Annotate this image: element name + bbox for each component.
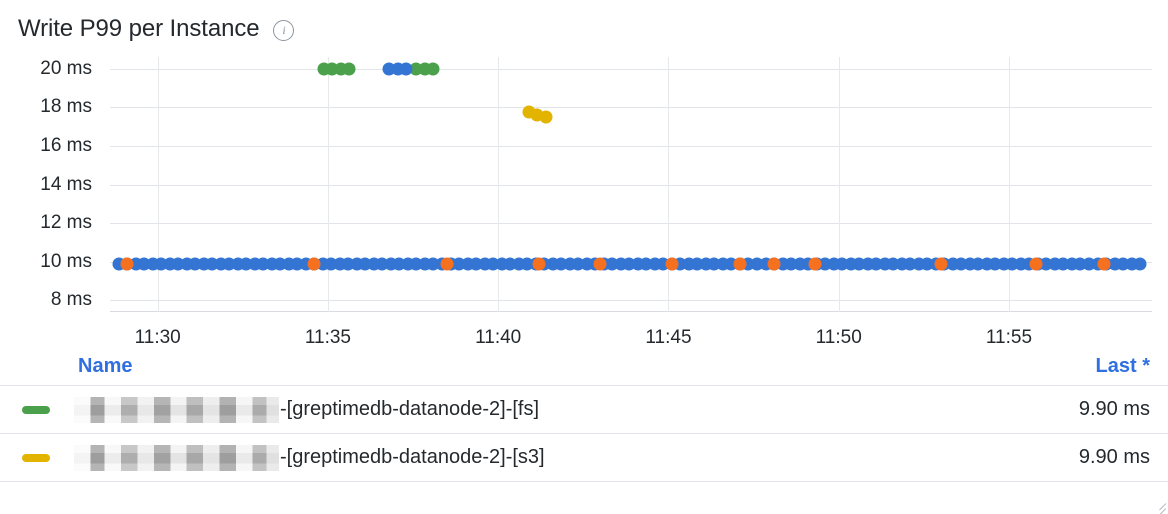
legend-column-last[interactable]: Last * [1095, 355, 1150, 377]
data-point[interactable] [440, 257, 454, 271]
data-point[interactable] [426, 62, 440, 76]
legend-column-name[interactable]: Name [78, 355, 133, 377]
series-label-text: -[greptimedb-datanode-2]-[s3] [280, 446, 545, 468]
gridline-horizontal [110, 223, 1152, 225]
page-title: Write P99 per Instance [18, 15, 260, 42]
x-axis-tick-label: 11:35 [304, 327, 351, 348]
x-axis-line [110, 311, 1152, 312]
gridline-horizontal [110, 145, 1152, 147]
x-axis-tick-label: 11:55 [985, 327, 1033, 348]
y-axis-tick-label: 10 ms [40, 250, 92, 272]
data-point[interactable] [1133, 257, 1147, 271]
x-axis-labels: 11:30 11:35 11:40 11:45 11:50 11:55 [110, 327, 1152, 355]
data-point[interactable] [665, 257, 679, 271]
series-name[interactable]: -[greptimedb-datanode-2]-[fs] [74, 396, 540, 423]
series-color-marker[interactable] [22, 453, 50, 462]
data-point[interactable] [399, 62, 413, 76]
gridline-horizontal [110, 107, 1152, 109]
redacted-text-block [74, 444, 279, 471]
x-axis-tick-label: 11:30 [134, 327, 181, 348]
panel-header: Write P99 per Instance i [0, 0, 1168, 42]
gridline-vertical [327, 57, 329, 312]
series-color-marker[interactable] [22, 405, 50, 414]
x-axis-tick-label: 11:40 [475, 327, 522, 348]
legend-row[interactable]: -[greptimedb-datanode-2]-[s3] 9.90 ms [0, 434, 1168, 482]
gridline-vertical [157, 57, 159, 312]
redacted-text-block [74, 396, 279, 423]
legend-row[interactable]: -[greptimedb-datanode-2]-[fs] 9.90 ms [0, 386, 1168, 434]
gridline-vertical [498, 57, 500, 312]
data-point[interactable] [307, 257, 321, 271]
gridline-horizontal [110, 68, 1152, 70]
legend-header-row: Name Last * [0, 348, 1168, 386]
y-axis-tick-label: 14 ms [40, 173, 92, 195]
data-point[interactable] [120, 257, 134, 271]
x-axis-tick-label: 11:50 [815, 327, 862, 348]
y-axis-tick-label: 16 ms [40, 134, 92, 156]
plot-area[interactable]: 20 ms 18 ms 16 ms 14 ms 12 ms 10 ms 8 ms 11:30… [0, 42, 1168, 348]
gridline-horizontal [110, 300, 1152, 302]
y-axis-labels: 20 ms 18 ms 16 ms 14 ms 12 ms 10 ms 8 ms [0, 57, 100, 312]
data-point[interactable] [539, 110, 553, 124]
data-point[interactable] [767, 257, 781, 271]
data-point[interactable] [1029, 257, 1043, 271]
data-point[interactable] [733, 257, 747, 271]
y-axis-tick-label: 20 ms [40, 57, 92, 79]
x-axis-tick-label: 11:45 [645, 327, 692, 348]
data-point[interactable] [934, 257, 948, 271]
gridline-vertical [838, 57, 840, 312]
data-point[interactable] [593, 257, 607, 271]
gridline-vertical [1008, 57, 1010, 312]
legend-rows: -[greptimedb-datanode-2]-[fs] 9.90 ms -[gr… [0, 386, 1168, 482]
data-point[interactable] [342, 62, 356, 76]
series-last-value: 9.90 ms [1078, 398, 1150, 420]
y-axis-tick-label: 12 ms [40, 212, 92, 234]
y-axis-tick-label: 18 ms [40, 96, 92, 118]
data-point[interactable] [808, 257, 822, 271]
y-axis-tick-label: 8 ms [50, 289, 92, 311]
info-icon[interactable]: i [273, 19, 295, 41]
series-name[interactable]: -[greptimedb-datanode-2]-[s3] [74, 444, 545, 471]
legend-table: Name Last * -[greptimedb-datanode-2]-[fs… [0, 348, 1168, 514]
plot-canvas[interactable] [110, 57, 1152, 312]
data-point[interactable] [532, 257, 546, 271]
data-point[interactable] [1097, 257, 1111, 271]
series-last-value: 9.90 ms [1078, 446, 1150, 468]
gridline-vertical [668, 57, 670, 312]
series-label-text: -[greptimedb-datanode-2]-[fs] [280, 398, 540, 420]
gridline-horizontal [110, 184, 1152, 186]
panel-resize-handle[interactable] [1150, 496, 1167, 514]
